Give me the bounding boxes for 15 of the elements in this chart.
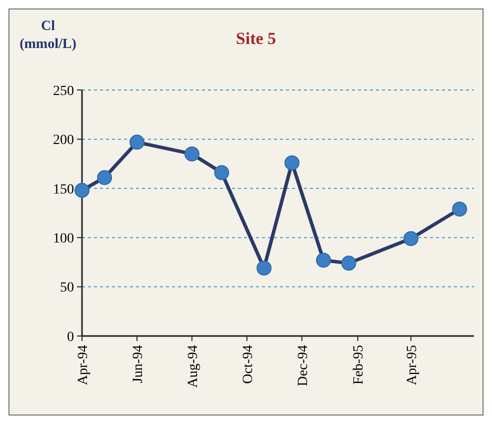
y-tick-label: 100: [53, 232, 74, 246]
y-tick-label: 0: [67, 330, 74, 345]
x-tick-label: Aug-94: [186, 345, 201, 388]
y-tick-label: 250: [53, 84, 74, 99]
x-tick-label: Dec-94: [296, 345, 311, 386]
y-tick-label: 200: [53, 133, 74, 148]
chart-title: Site 5: [236, 29, 276, 48]
y-tick-label: 150: [53, 182, 74, 198]
x-tick-label: Jun-94: [130, 345, 146, 384]
y-axis-title: Cl (mmol/L): [20, 19, 77, 52]
x-tick-label: Apr-94: [76, 345, 91, 386]
y-tick-label: 50: [60, 280, 74, 296]
x-tick-label: Oct-94: [240, 345, 256, 384]
x-tick-label: Apr-95: [404, 345, 420, 386]
x-tick-label: Feb-95: [352, 345, 367, 385]
